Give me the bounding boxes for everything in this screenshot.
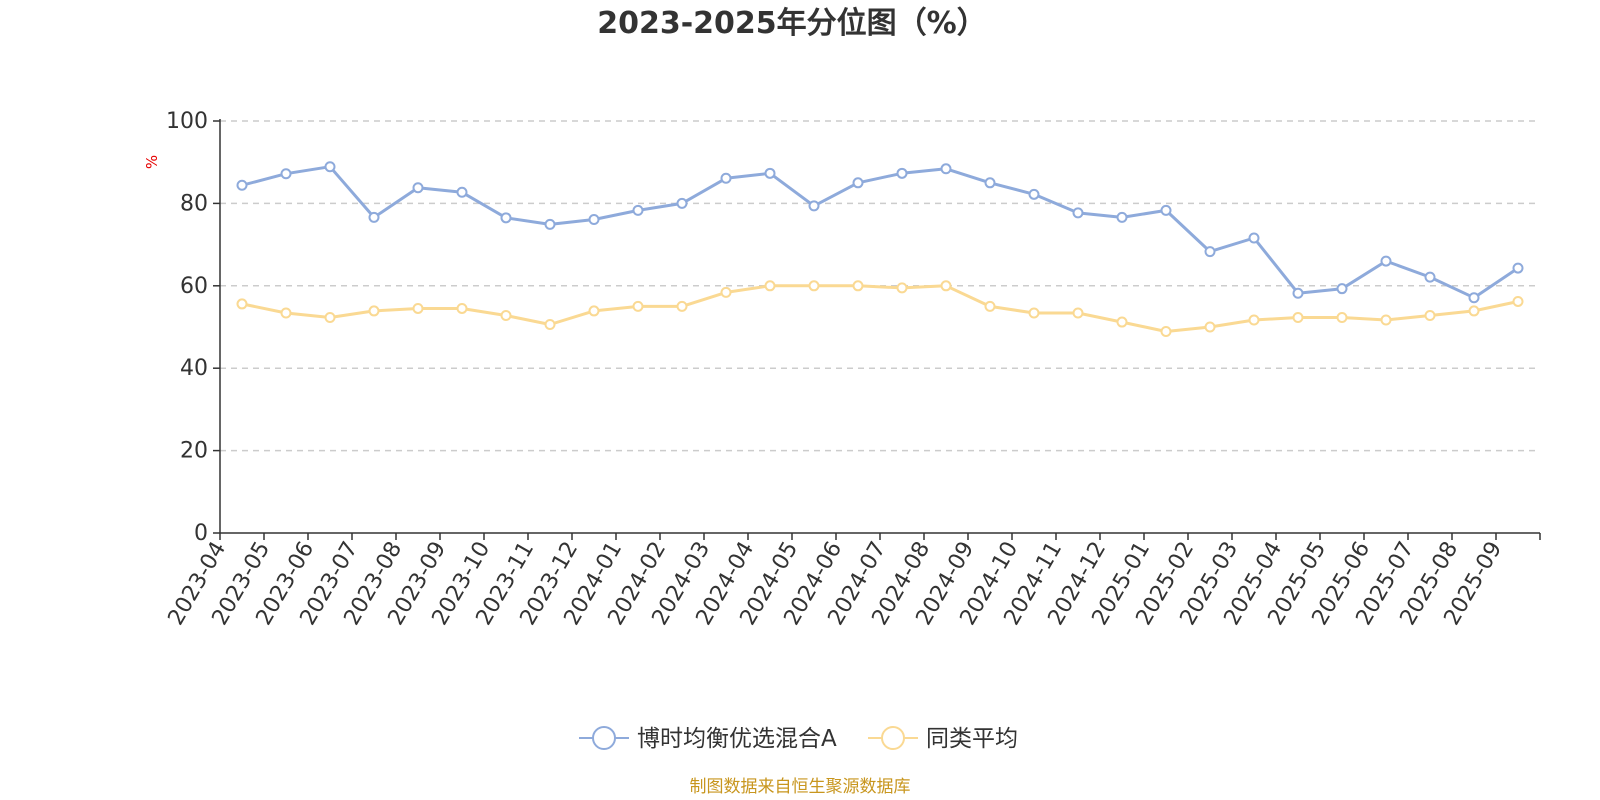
data-point: [1336, 283, 1348, 295]
data-point: [940, 280, 952, 292]
data-point: [1380, 314, 1392, 326]
legend-label-0: 博时均衡优选混合A: [637, 726, 837, 752]
data-point: [368, 211, 380, 223]
data-point: [1424, 309, 1436, 321]
data-point: [1116, 211, 1128, 223]
data-point: [720, 286, 732, 298]
series-line-1: [241, 284, 1519, 333]
data-point: [588, 213, 600, 225]
axes: [213, 119, 1541, 540]
data-point: [1468, 292, 1480, 304]
data-source-note: 制图数据来自恒生聚源数据库: [690, 777, 911, 797]
data-point: [676, 300, 688, 312]
data-point: [456, 186, 468, 198]
data-point: [236, 298, 248, 310]
chart-title: 2023-2025年分位图（%）: [597, 6, 987, 41]
data-point: [764, 280, 776, 292]
series-line-0: [241, 165, 1519, 300]
legend: 博时均衡优选混合A 同类平均: [579, 726, 1018, 752]
data-point: [632, 204, 644, 216]
data-point: [1028, 188, 1040, 200]
data-point: [1248, 314, 1260, 326]
data-point: [456, 302, 468, 314]
data-point: [1160, 204, 1172, 216]
data-point: [280, 307, 292, 319]
data-point: [720, 172, 732, 184]
series: [236, 161, 1524, 338]
data-point: [236, 179, 248, 191]
data-point: [940, 163, 952, 175]
y-axis-label: %: [143, 155, 161, 169]
data-point: [676, 197, 688, 209]
y-tick-label: 20: [180, 439, 208, 464]
data-point: [984, 177, 996, 189]
data-point: [1160, 326, 1172, 338]
data-point: [1072, 207, 1084, 219]
data-point: [1248, 232, 1260, 244]
data-point: [764, 167, 776, 179]
data-point: [324, 161, 336, 173]
data-point: [896, 282, 908, 294]
data-point: [588, 305, 600, 317]
data-point: [544, 319, 556, 331]
data-point: [1512, 262, 1524, 274]
data-point: [852, 177, 864, 189]
y-tick-labels: 0 20 40 60 80 100: [166, 109, 208, 546]
data-point: [1380, 255, 1392, 267]
data-point: [1292, 312, 1304, 324]
data-point: [1116, 316, 1128, 328]
data-point: [368, 305, 380, 317]
data-point: [544, 218, 556, 230]
y-tick-label: 40: [180, 356, 208, 381]
data-point: [984, 300, 996, 312]
y-tick-label: 60: [180, 274, 208, 299]
data-point: [1424, 271, 1436, 283]
x-tick-labels: 2023-042023-052023-062023-072023-082023-…: [164, 538, 1508, 630]
data-point: [1336, 312, 1348, 324]
data-point: [1468, 305, 1480, 317]
data-point: [1204, 246, 1216, 258]
data-point: [896, 167, 908, 179]
data-point: [808, 280, 820, 292]
data-point: [852, 280, 864, 292]
data-point: [632, 300, 644, 312]
data-point: [1072, 307, 1084, 319]
y-tick-label: 100: [166, 109, 208, 134]
data-point: [1512, 295, 1524, 307]
data-point: [1204, 321, 1216, 333]
data-point: [500, 212, 512, 224]
legend-marker-0: [592, 726, 616, 750]
legend-marker-1: [881, 726, 905, 750]
data-point: [412, 182, 424, 194]
data-point: [808, 200, 820, 212]
legend-label-1: 同类平均: [926, 726, 1018, 752]
data-point: [324, 312, 336, 324]
data-point: [1028, 307, 1040, 319]
data-point: [1292, 287, 1304, 299]
y-tick-label: 0: [194, 521, 208, 546]
y-tick-label: 80: [180, 191, 208, 216]
data-point: [500, 309, 512, 321]
data-point: [412, 302, 424, 314]
data-point: [280, 168, 292, 180]
